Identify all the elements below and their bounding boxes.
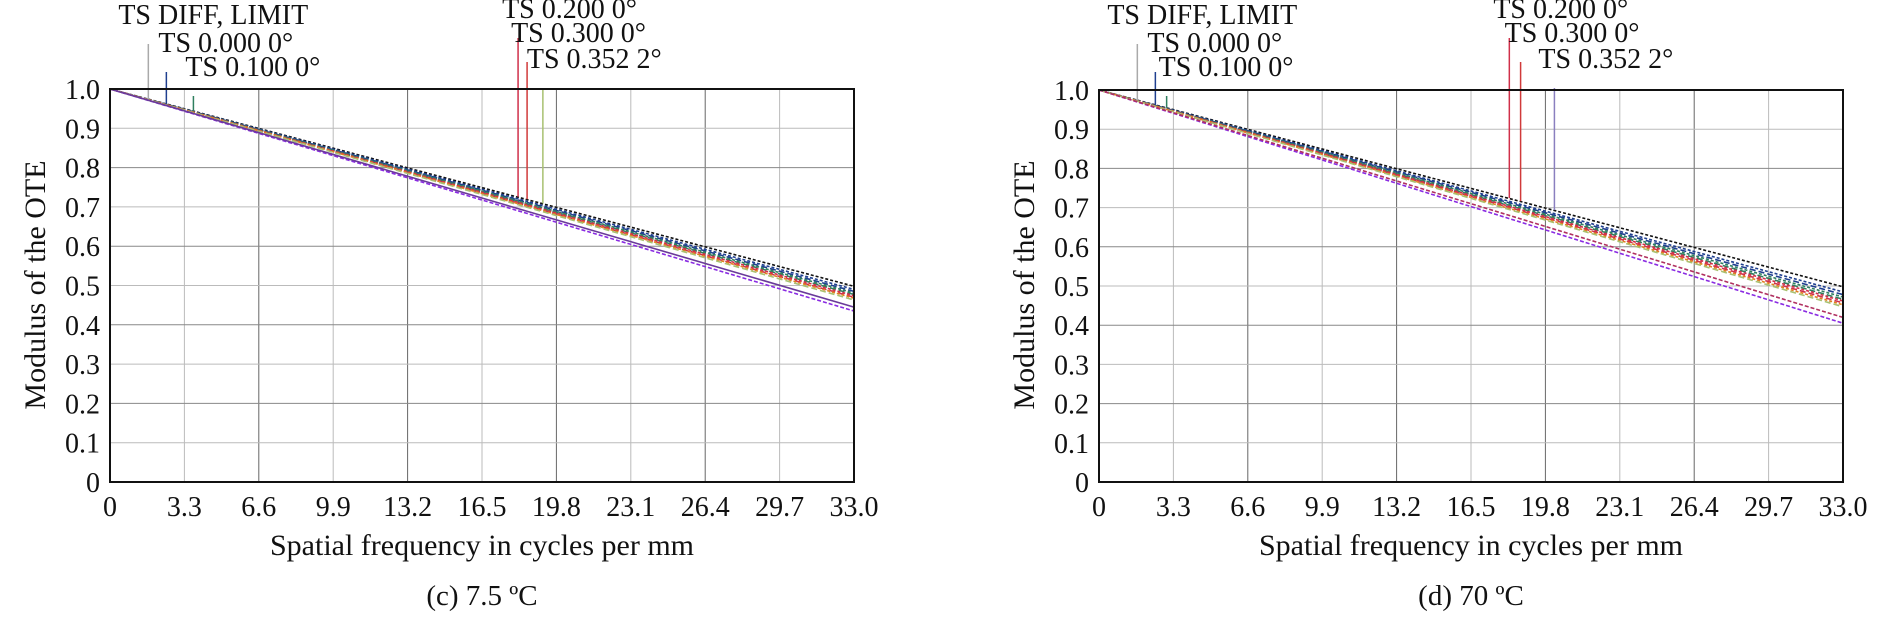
y-tick-label: 0.5: [1054, 272, 1089, 303]
x-tick-label: 6.6: [241, 492, 276, 523]
series-line: [1098, 89, 1844, 306]
series-line: [1098, 89, 1844, 308]
legend-label: TS 0.200 0°: [1493, 0, 1628, 25]
legend-label: TS 0.300 0°: [511, 18, 646, 49]
series-line: [1098, 89, 1844, 293]
x-tick-label: 0: [103, 492, 117, 523]
legend-label: TS 0.300 0°: [1505, 18, 1640, 49]
legend-label: TS 0.100 0°: [1159, 52, 1294, 83]
grid-c: [110, 89, 854, 482]
x-tick-label: 26.4: [681, 492, 730, 523]
y-tick-label: 0.8: [1054, 154, 1089, 185]
grid-d: [1099, 90, 1843, 482]
x-tick-label: 13.2: [383, 492, 432, 523]
y-tick-label: 0.2: [65, 389, 100, 420]
y-tick-label: 0.3: [65, 350, 100, 381]
x-tick-label: 3.3: [1156, 492, 1191, 523]
y-tick-label: 0.4: [65, 311, 100, 342]
x-tick-label: 29.7: [1744, 492, 1793, 523]
x-tick-label: 6.6: [1230, 492, 1265, 523]
y-tick-label: 0: [1075, 468, 1089, 499]
x-tick-label: 19.8: [532, 492, 581, 523]
y-axis-label-d: Modulus of the OTE: [1008, 160, 1041, 409]
series-line: [109, 88, 855, 291]
plot-frame-c: [109, 88, 855, 483]
plot-frame-d: [1098, 89, 1844, 483]
y-tick-label: 0.8: [65, 154, 100, 185]
x-tick-labels-d: 0 3.3 6.6 9.9 13.2 16.5 19.8 23.1 26.4 29.7 33.0: [1092, 492, 1868, 523]
curves-c: [109, 88, 855, 312]
x-tick-label: 3.3: [167, 492, 202, 523]
x-tick-label: 0: [1092, 492, 1106, 523]
x-tick-label: 16.5: [1447, 492, 1496, 523]
legend-label: TS 0.352 2°: [1538, 44, 1673, 75]
y-tick-label: 1.0: [65, 75, 100, 106]
y-axis-label-c: Modulus of the OTE: [19, 160, 52, 409]
x-tick-label: 23.1: [606, 492, 655, 523]
series-line: [109, 88, 855, 288]
series-line: [109, 88, 855, 299]
panel-caption-c: (c) 7.5 ºC: [426, 580, 537, 612]
y-tick-label: 0.7: [65, 193, 100, 224]
x-tick-label: 19.8: [1521, 492, 1570, 523]
legend-label: TS DIFF, LIMIT: [1107, 0, 1297, 31]
x-tick-label: 33.0: [1819, 492, 1868, 523]
x-tick-label: 9.9: [1305, 492, 1340, 523]
y-tick-labels-c: 0 0.1 0.2 0.3 0.4 0.5 0.6 0.7 0.8 0.9 1.0: [65, 75, 100, 499]
x-tick-label: 29.7: [755, 492, 804, 523]
y-tick-label: 0.2: [1054, 390, 1089, 421]
y-tick-label: 0.9: [65, 114, 100, 145]
x-tick-label: 13.2: [1372, 492, 1421, 523]
series-line: [1098, 89, 1844, 288]
series-line: [1098, 89, 1844, 302]
legend-label: TS 0.000 0°: [158, 28, 293, 59]
legend-label: TS 0.100 0°: [185, 52, 320, 83]
series-line: [109, 88, 855, 301]
series-line: [109, 88, 855, 294]
y-tick-label: 0: [86, 468, 100, 499]
legend-label: TS DIFF, LIMIT: [118, 0, 308, 31]
panel-caption-d: (d) 70 ºC: [1418, 580, 1524, 612]
y-tick-label: 0.6: [65, 232, 100, 263]
series-line: [1098, 89, 1844, 319]
series-line: [109, 88, 855, 308]
y-tick-labels-d: 0 0.1 0.2 0.3 0.4 0.5 0.6 0.7 0.8 0.9 1.0: [1054, 76, 1089, 499]
series-line: [1098, 89, 1844, 324]
x-axis-label-c: Spatial frequency in cycles per mm: [270, 529, 694, 562]
y-tick-label: 0.7: [1054, 194, 1089, 225]
legend-label: TS 0.352 2°: [527, 44, 662, 75]
x-axis-label-d: Spatial frequency in cycles per mm: [1259, 529, 1683, 562]
y-tick-label: 0.1: [1054, 429, 1089, 460]
series-line: [109, 88, 855, 297]
y-tick-label: 0.1: [65, 429, 100, 460]
x-tick-label: 26.4: [1670, 492, 1719, 523]
y-tick-label: 0.3: [1054, 350, 1089, 381]
x-tick-label: 33.0: [830, 492, 879, 523]
y-tick-label: 1.0: [1054, 76, 1089, 107]
y-tick-label: 0.6: [1054, 233, 1089, 264]
y-tick-label: 0.9: [1054, 115, 1089, 146]
series-line: [1098, 89, 1844, 298]
legend-label: TS 0.000 0°: [1147, 28, 1282, 59]
x-tick-labels-c: 0 3.3 6.6 9.9 13.2 16.5 19.8 23.1 26.4 29.7 33.0: [103, 492, 879, 523]
legend-label: TS 0.200 0°: [502, 0, 637, 25]
x-tick-label: 16.5: [458, 492, 507, 523]
y-tick-label: 0.4: [1054, 311, 1089, 342]
x-tick-label: 9.9: [316, 492, 351, 523]
x-tick-label: 23.1: [1595, 492, 1644, 523]
curves-d: [1098, 89, 1844, 324]
y-tick-label: 0.5: [65, 272, 100, 303]
